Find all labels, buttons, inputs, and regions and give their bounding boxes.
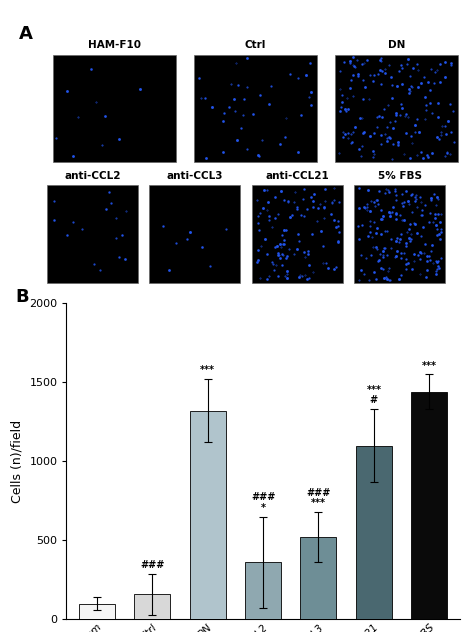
- Bar: [190, 411, 226, 619]
- Bar: [411, 392, 447, 619]
- Text: B: B: [15, 288, 29, 305]
- Text: ###: ###: [251, 492, 275, 502]
- Text: 5% FBS: 5% FBS: [378, 171, 422, 181]
- Text: #: #: [370, 395, 378, 405]
- Text: A: A: [18, 25, 32, 43]
- Bar: [354, 185, 445, 283]
- Text: anti-CCL2: anti-CCL2: [64, 171, 121, 181]
- Bar: [134, 594, 170, 619]
- Bar: [194, 54, 317, 162]
- Text: ***: ***: [366, 385, 382, 395]
- Bar: [47, 185, 138, 283]
- Text: Ctrl: Ctrl: [245, 40, 266, 50]
- Text: ***: ***: [200, 365, 215, 375]
- Bar: [149, 185, 240, 283]
- Text: DN: DN: [388, 40, 405, 50]
- Bar: [356, 446, 392, 619]
- Text: *: *: [261, 502, 265, 513]
- Bar: [79, 604, 115, 619]
- Text: HAM-F10: HAM-F10: [88, 40, 141, 50]
- Text: ###: ###: [306, 488, 331, 498]
- Bar: [53, 54, 175, 162]
- Bar: [245, 562, 281, 619]
- Y-axis label: Cells (n)/field: Cells (n)/field: [10, 420, 24, 503]
- Text: anti-CCL21: anti-CCL21: [265, 171, 329, 181]
- Bar: [252, 185, 343, 283]
- Bar: [301, 537, 337, 619]
- Text: ###: ###: [140, 559, 164, 569]
- Text: ***: ***: [311, 498, 326, 508]
- Text: anti-CCL3: anti-CCL3: [167, 171, 223, 181]
- Bar: [335, 54, 458, 162]
- Text: ***: ***: [422, 360, 437, 370]
